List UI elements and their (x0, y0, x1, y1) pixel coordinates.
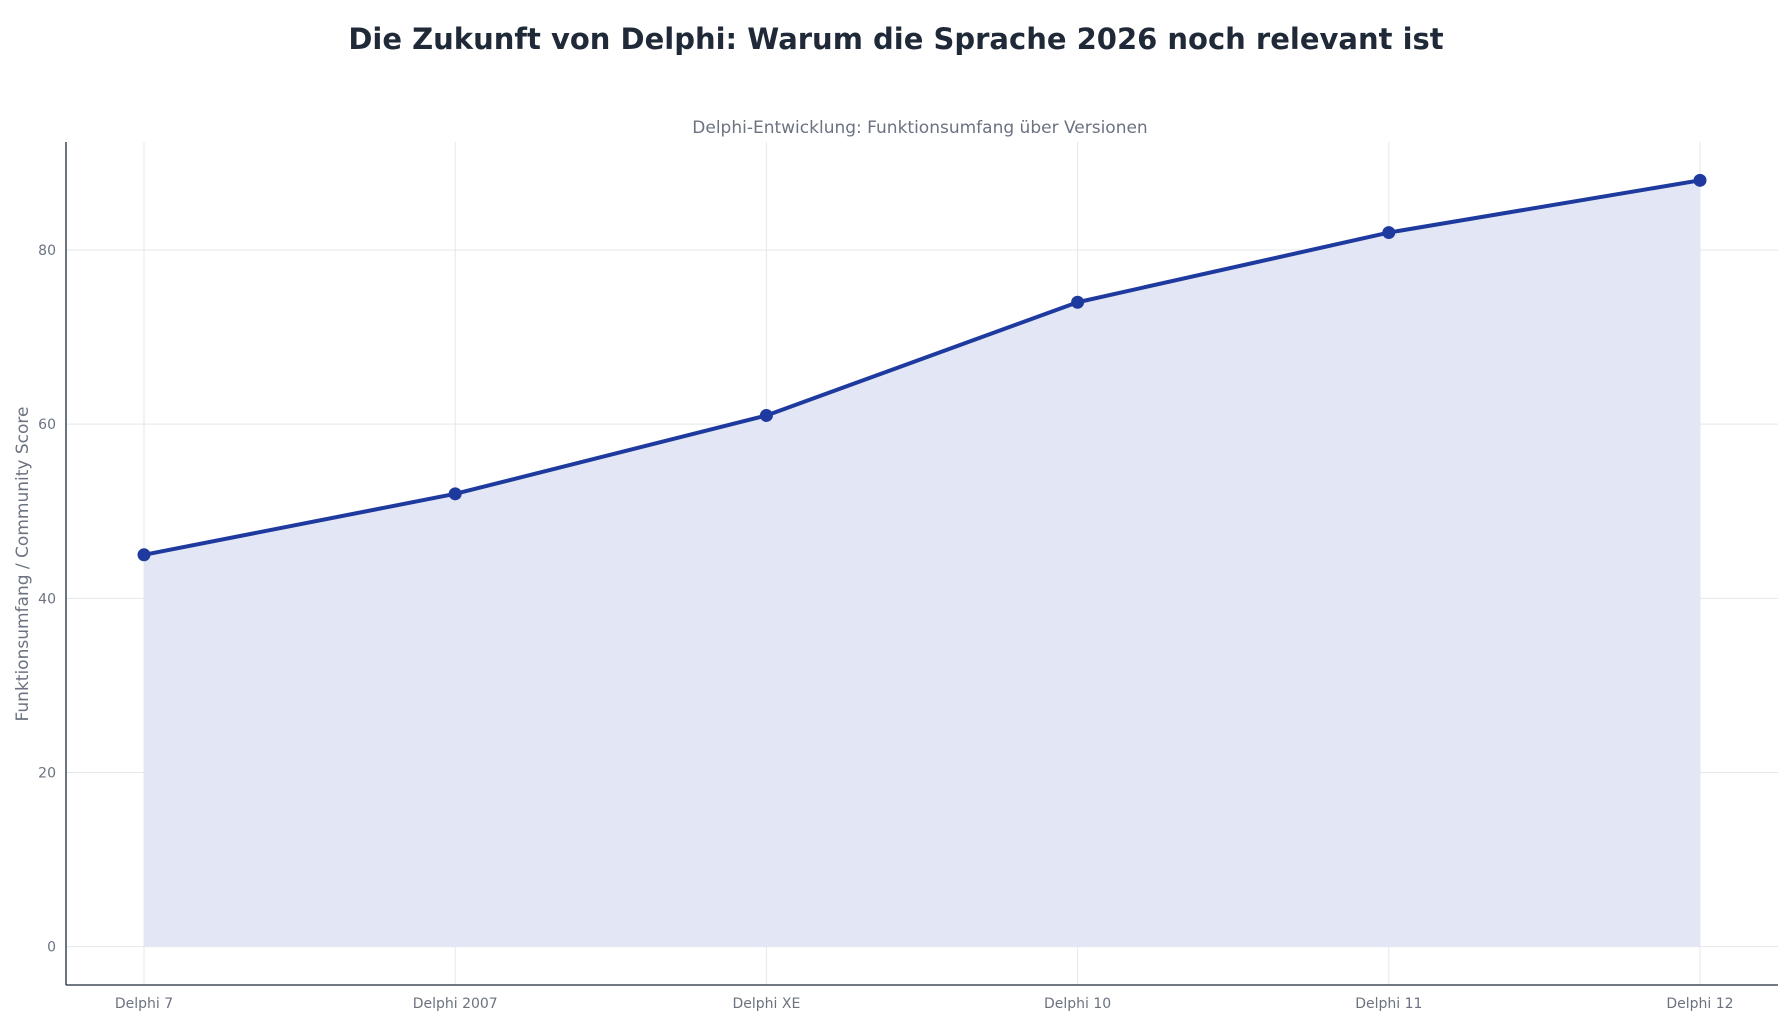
x-tick-label: Delphi 2007 (413, 996, 498, 1012)
data-point (1071, 295, 1085, 309)
y-tick-label: 0 (47, 940, 56, 956)
series-line (143, 178, 1701, 557)
chart-subtitle: Delphi-Entwicklung: Funktionsumfang über… (692, 118, 1147, 138)
x-tick-labels: Delphi 7 Delphi 2007 Delphi XE Delphi 10 Del… (115, 996, 1734, 1012)
series-area-fill (144, 180, 1700, 947)
data-point (1382, 226, 1396, 240)
y-axis-label: Funktionsumfang / Community Score (13, 407, 33, 722)
x-tick-label: Delphi 10 (1044, 996, 1111, 1012)
y-tick-label: 40 (38, 591, 56, 607)
data-point (1693, 173, 1707, 187)
data-point (448, 487, 462, 501)
page-title: Die Zukunft von Delphi: Warum die Sprach… (348, 22, 1444, 56)
y-tick-label: 60 (38, 417, 56, 433)
x-tick-label: Delphi 11 (1355, 996, 1422, 1012)
data-point (137, 548, 151, 562)
data-points (137, 173, 1707, 562)
x-tick-label: Delphi 7 (115, 996, 173, 1012)
y-tick-labels: 0 20 40 60 80 (38, 243, 56, 956)
x-tick-label: Delphi 12 (1666, 996, 1733, 1012)
x-tick-label: Delphi XE (732, 996, 800, 1012)
data-point (759, 408, 773, 422)
y-tick-label: 80 (38, 243, 56, 259)
y-tick-label: 20 (38, 766, 56, 782)
